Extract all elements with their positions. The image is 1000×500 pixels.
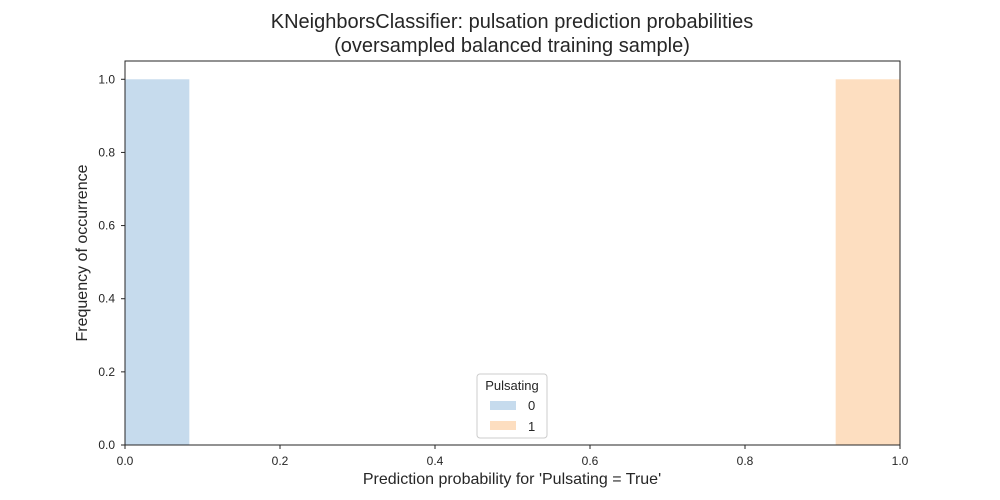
bar-series-0-bin-0 bbox=[125, 79, 190, 446]
x-tick-label: 0.2 bbox=[272, 454, 289, 468]
legend-swatch-1 bbox=[490, 421, 516, 430]
bars bbox=[125, 79, 900, 446]
legend-label-1: 1 bbox=[528, 419, 535, 434]
chart-title-line-1: KNeighborsClassifier: pulsation predicti… bbox=[271, 11, 753, 33]
x-axis-label: Prediction probability for 'Pulsating = … bbox=[363, 471, 661, 488]
legend: Pulsating 0 1 bbox=[476, 373, 548, 439]
x-axis-ticks: 0.0 0.2 0.4 0.6 0.8 1.0 bbox=[117, 445, 909, 468]
bar-series-1-bin-0 bbox=[835, 79, 900, 446]
y-tick-label: 0.2 bbox=[98, 365, 115, 379]
x-tick-label: 0.6 bbox=[582, 454, 599, 468]
x-tick-label: 0.8 bbox=[737, 454, 754, 468]
y-axis-label: Frequency of occurrence bbox=[74, 164, 91, 341]
y-tick-label: 0.0 bbox=[98, 438, 115, 452]
y-tick-label: 0.4 bbox=[98, 292, 115, 306]
legend-label-0: 0 bbox=[528, 398, 535, 413]
plot-area-frame bbox=[124, 60, 901, 446]
chart-title-line-2: (oversampled balanced training sample) bbox=[334, 35, 690, 57]
y-axis-ticks: 0.0 0.2 0.4 0.6 0.8 1.0 bbox=[98, 72, 125, 452]
x-tick-label: 1.0 bbox=[892, 454, 909, 468]
y-tick-label: 0.8 bbox=[98, 145, 115, 159]
x-tick-label: 0.4 bbox=[427, 454, 444, 468]
legend-title: Pulsating bbox=[485, 378, 538, 393]
legend-swatch-0 bbox=[490, 401, 516, 410]
x-tick-label: 0.0 bbox=[117, 454, 134, 468]
y-tick-label: 1.0 bbox=[98, 72, 115, 86]
y-tick-label: 0.6 bbox=[98, 219, 115, 233]
